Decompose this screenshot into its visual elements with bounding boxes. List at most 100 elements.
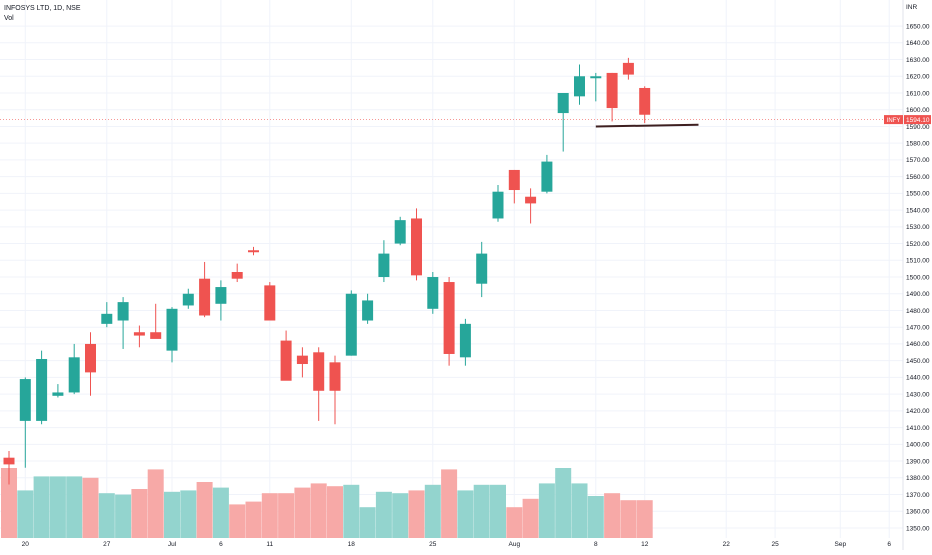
candle-body [199, 278, 211, 316]
y-tick-label: 1450.00 [906, 358, 930, 365]
y-tick-label: 1440.00 [906, 375, 930, 382]
volume-bar [392, 493, 409, 538]
volume-bar [587, 496, 604, 538]
volume-bar [147, 469, 164, 538]
y-tick-label: 1510.00 [906, 258, 930, 265]
candle-body [427, 277, 439, 309]
candle-body [476, 253, 488, 284]
volume-bar [49, 476, 66, 538]
volume-bar [294, 487, 311, 538]
volume-bar [66, 476, 83, 538]
candle-body [443, 282, 455, 354]
trendline [595, 123, 699, 128]
y-tick-label: 1490.00 [906, 291, 930, 298]
y-tick-label: 1390.00 [906, 458, 930, 465]
x-tick-label: 12 [641, 541, 649, 548]
candle-body [378, 253, 390, 278]
y-tick-label: 1350.00 [906, 525, 930, 532]
volume-label: Vol [4, 15, 14, 22]
candle-body [133, 332, 145, 336]
x-tick-label: 25 [771, 541, 779, 548]
x-tick-label: Sep [835, 541, 847, 548]
candle-body [508, 169, 520, 191]
candle-body [280, 340, 292, 381]
candle-body [313, 352, 325, 391]
volume-bar [1, 468, 17, 538]
volume-bar [522, 498, 539, 538]
x-tick-label: Aug [509, 541, 521, 548]
y-tick-label: 1550.00 [906, 191, 930, 198]
volume-bar [538, 483, 555, 538]
candle-body [296, 355, 308, 365]
volume-bar [359, 507, 376, 538]
volume-bar [490, 484, 506, 538]
y-tick-label: 1400.00 [906, 442, 930, 449]
x-tick-label: 6 [219, 541, 223, 548]
volume-bar [620, 500, 637, 538]
volume-bar [327, 486, 343, 538]
volume-bar [636, 500, 653, 538]
candle-body [3, 457, 15, 465]
x-tick-label: 18 [348, 541, 356, 548]
y-tick-label: 1580.00 [906, 140, 930, 147]
symbol-title[interactable]: INFOSYS LTD, 1D, NSE [4, 5, 81, 12]
candle-body [182, 293, 194, 306]
candle-body [85, 343, 96, 373]
candle-body [557, 92, 569, 114]
candle-body [52, 392, 64, 396]
candle-body [215, 287, 227, 304]
volume-bar [604, 493, 621, 538]
volume-bar [343, 484, 360, 538]
volume-bar [278, 493, 295, 538]
candle-body [68, 357, 80, 393]
volume-bar [82, 477, 99, 538]
y-tick-label: 1470.00 [906, 325, 930, 332]
x-tick-label: 6 [887, 541, 891, 548]
volume-bar [506, 507, 523, 538]
volume-bar [180, 490, 197, 538]
candle-body [606, 72, 618, 109]
y-tick-label: 1420.00 [906, 408, 930, 415]
candle-body [36, 358, 48, 421]
y-tick-label: 1610.00 [906, 90, 930, 97]
y-tick-label: 1380.00 [906, 475, 930, 482]
candle-body [541, 161, 553, 192]
y-tick-label: 1540.00 [906, 207, 930, 214]
y-tick-label: 1620.00 [906, 74, 930, 81]
candle-body [329, 362, 341, 391]
volume-bar [115, 494, 132, 538]
last-price-symbol: INFY [887, 118, 901, 124]
candle-body [394, 220, 406, 244]
candle-body [590, 76, 602, 79]
y-tick-label: 1590.00 [906, 124, 930, 131]
volume-bar [457, 490, 474, 538]
candle-body [459, 323, 471, 358]
volume-bar [424, 484, 441, 538]
volume-bar [17, 490, 34, 538]
y-tick-label: 1600.00 [906, 107, 930, 114]
x-tick-label: 22 [723, 541, 731, 548]
candle-body [231, 272, 243, 279]
currency-label: INR [906, 4, 918, 11]
x-tick-label: 27 [103, 541, 111, 548]
x-tick-label: Jul [168, 541, 177, 548]
candle-body [639, 87, 651, 115]
volume-bar [196, 482, 213, 538]
y-tick-label: 1360.00 [906, 509, 930, 516]
candle-body [101, 313, 113, 324]
last-price-value: 1594.10 [906, 117, 930, 124]
candle-body [525, 196, 537, 204]
volume-bar [310, 483, 327, 538]
candle-body [117, 302, 129, 321]
y-tick-label: 1410.00 [906, 425, 930, 432]
volume-bar [473, 484, 490, 538]
y-tick-label: 1530.00 [906, 224, 930, 231]
volume-bar [229, 504, 246, 538]
volume-bar [212, 487, 229, 538]
candle-body [264, 285, 276, 321]
candle-body [492, 191, 504, 219]
candle-body [411, 218, 422, 276]
y-tick-label: 1630.00 [906, 57, 930, 64]
